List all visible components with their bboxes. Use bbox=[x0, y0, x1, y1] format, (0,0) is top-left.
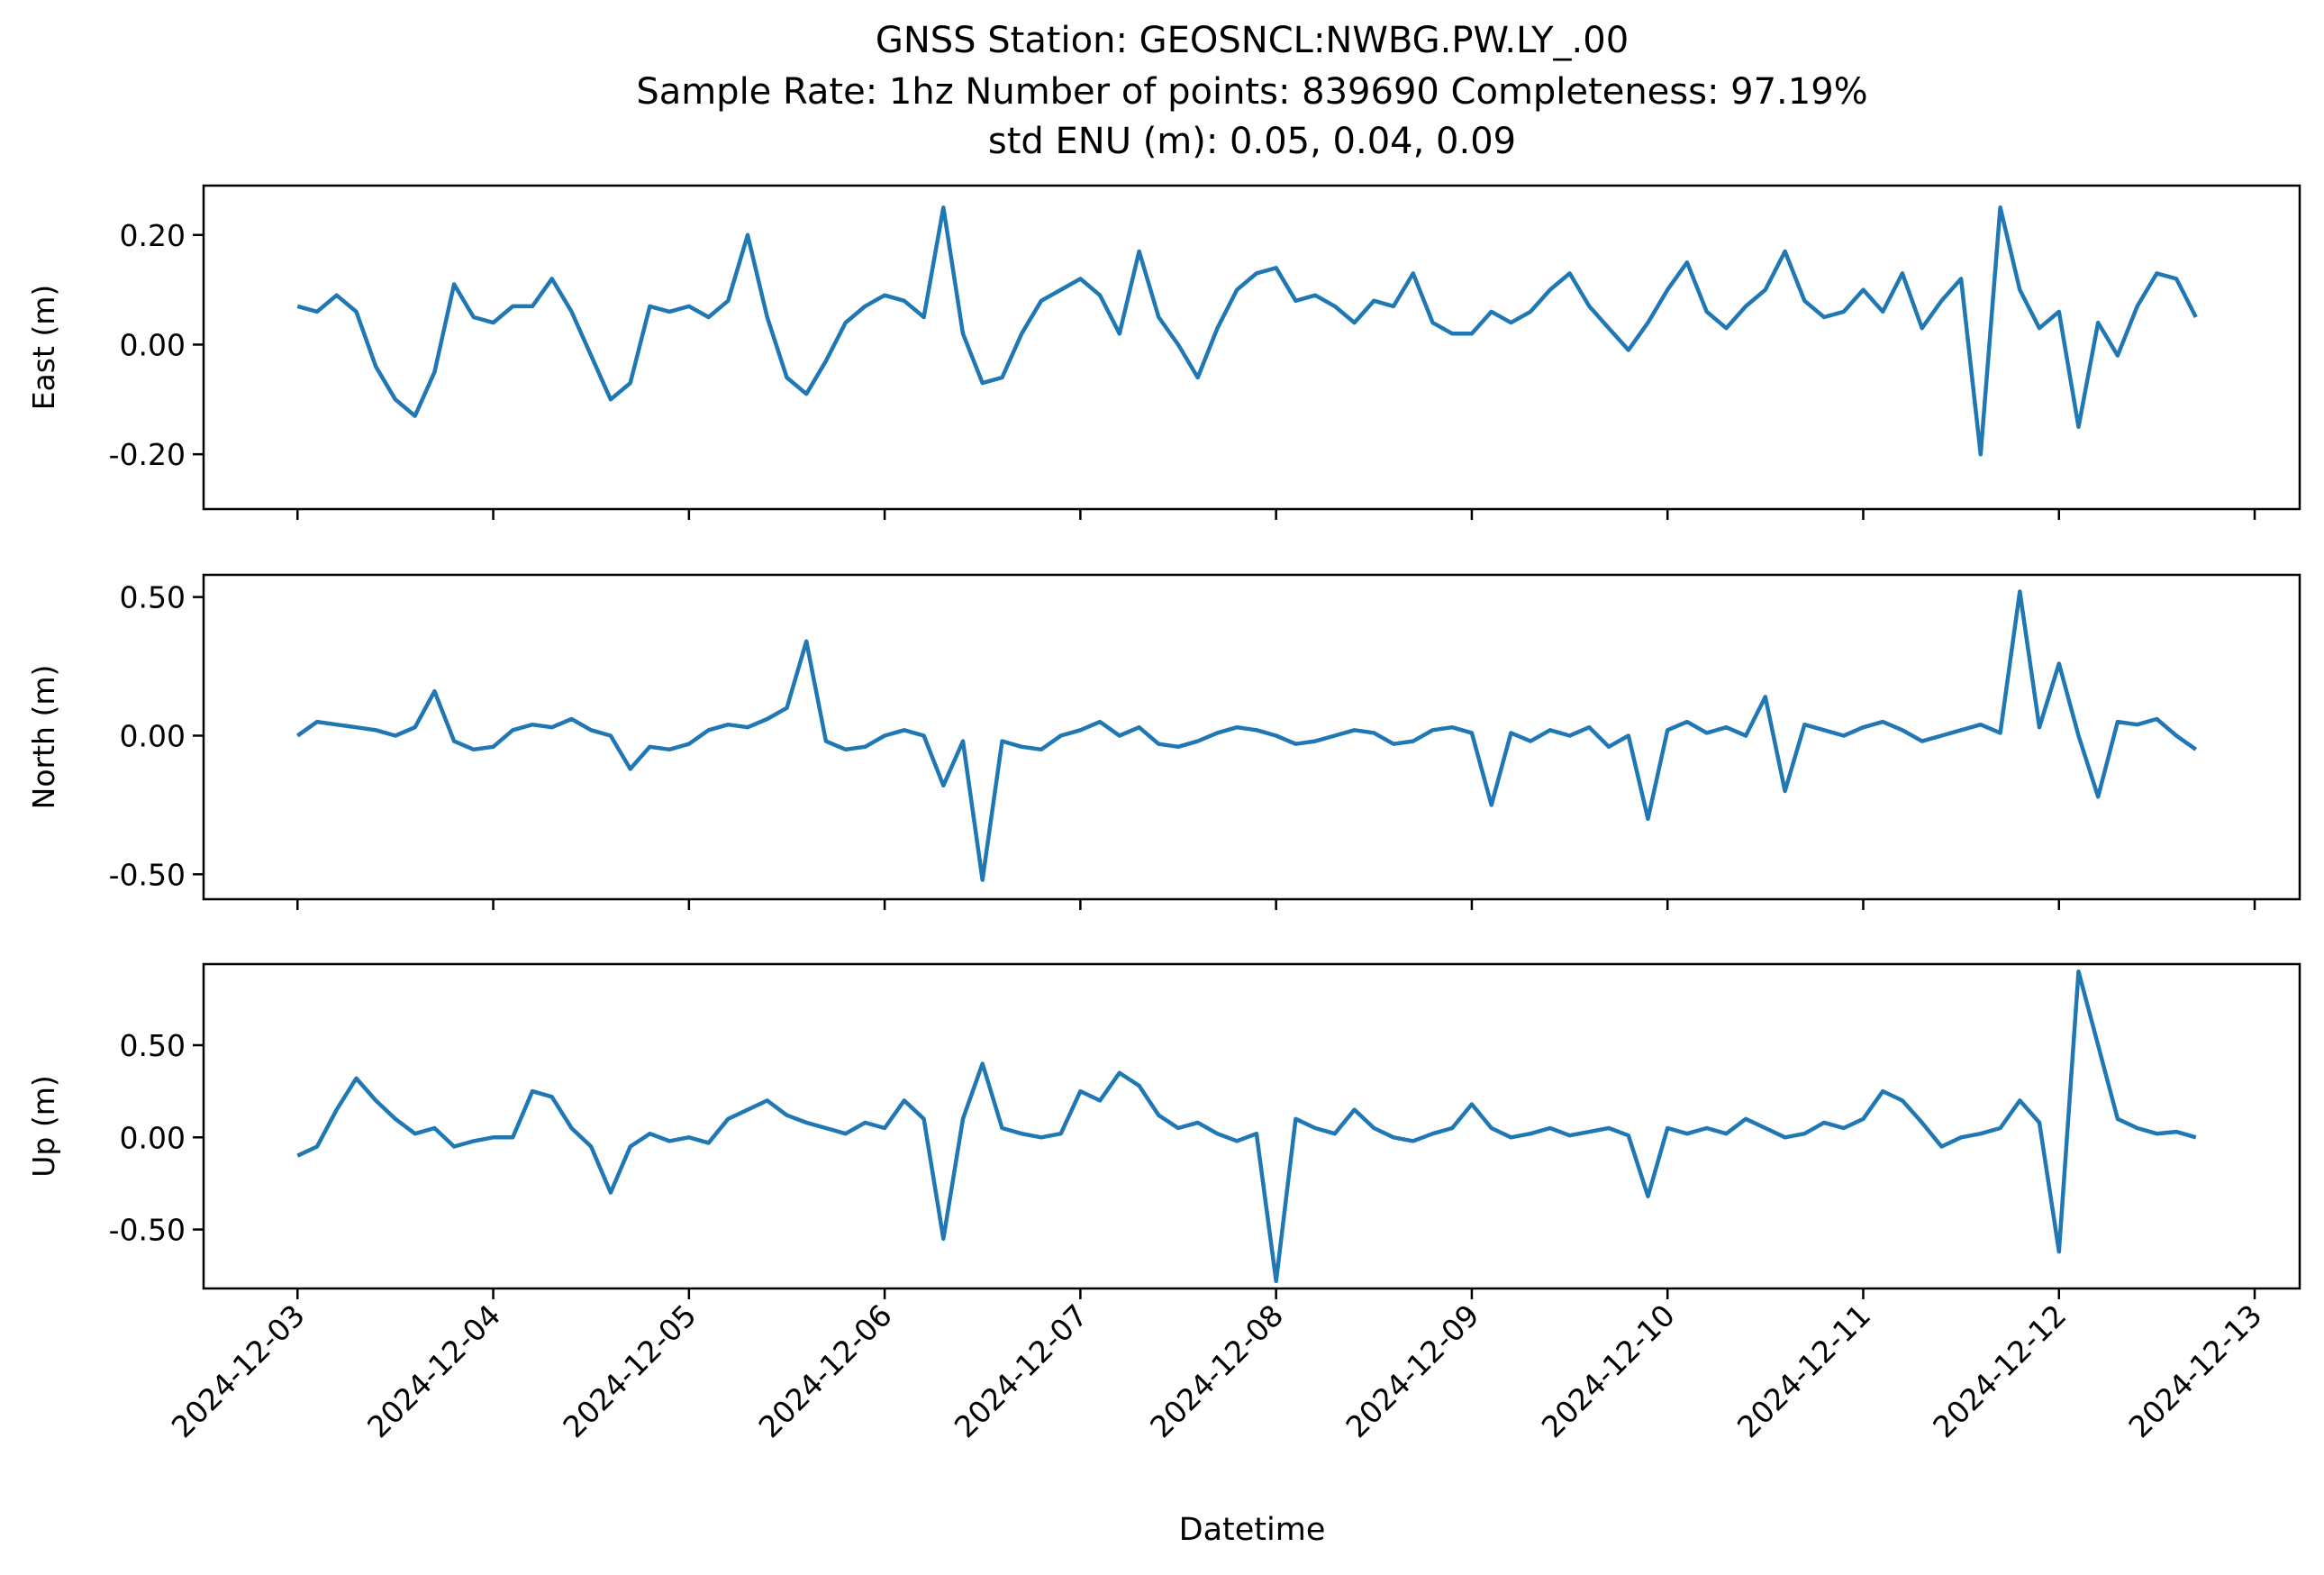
x-tick-label: 2024-12-13 bbox=[2121, 1297, 2268, 1444]
x-axis: 2024-12-03 2024-12-04 2024-12-05 2024-12-06… bbox=[165, 1297, 2269, 1444]
north-y-tick-label: -0.50 bbox=[109, 857, 186, 892]
up-y-tick-label: 0.50 bbox=[120, 1028, 186, 1063]
x-axis-label: Datetime bbox=[1179, 1512, 1326, 1548]
title-line-3: std ENU (m): 0.05, 0.04, 0.09 bbox=[988, 121, 1516, 162]
x-tick-label: 2024-12-04 bbox=[360, 1297, 507, 1444]
x-tick-label: 2024-12-08 bbox=[1143, 1297, 1290, 1444]
title-line-2: Sample Rate: 1hz Number of points: 83969… bbox=[636, 71, 1867, 113]
x-tick-label: 2024-12-09 bbox=[1339, 1297, 1485, 1444]
x-tick-label: 2024-12-05 bbox=[556, 1297, 703, 1444]
up-axes-frame bbox=[202, 962, 2301, 1290]
up-y-axis-label: Up (m) bbox=[26, 1075, 61, 1178]
up-y-tick-label: -0.50 bbox=[109, 1213, 186, 1248]
east-axes-frame bbox=[202, 184, 2301, 511]
north-series-line bbox=[295, 589, 2198, 882]
x-tick-label: 2024-12-10 bbox=[1535, 1297, 1682, 1444]
east-y-axis-label: East (m) bbox=[26, 285, 61, 411]
east-y-tick-label: 0.20 bbox=[120, 218, 186, 253]
up-series-line bbox=[296, 969, 2197, 1284]
up-panel: 0.50 0.00 -0.50 Up (m) bbox=[26, 962, 2301, 1299]
x-tick-label: 2024-12-12 bbox=[1926, 1297, 2073, 1444]
north-y-tick-label: 0.50 bbox=[120, 580, 186, 615]
east-y-tick-label: 0.00 bbox=[120, 327, 186, 362]
north-panel: 0.50 0.00 -0.50 North (m) bbox=[26, 573, 2301, 910]
title-line-1: GNSS Station: GEOSNCL:NWBG.PW.LY_.00 bbox=[876, 20, 1629, 61]
north-y-axis-label: North (m) bbox=[26, 665, 61, 810]
north-y-tick-label: 0.00 bbox=[120, 718, 186, 753]
x-tick-label: 2024-12-11 bbox=[1730, 1297, 1877, 1444]
x-tick-label: 2024-12-07 bbox=[948, 1297, 1094, 1444]
x-tick-label: 2024-12-06 bbox=[752, 1297, 899, 1444]
east-y-tick-label: -0.20 bbox=[109, 437, 186, 472]
north-axes-frame bbox=[202, 573, 2301, 901]
x-tick-label: 2024-12-03 bbox=[165, 1297, 312, 1444]
east-series-line bbox=[296, 205, 2198, 457]
up-y-tick-label: 0.00 bbox=[120, 1120, 186, 1155]
figure-title: GNSS Station: GEOSNCL:NWBG.PW.LY_.00 Sam… bbox=[636, 20, 1867, 162]
east-panel: 0.20 0.00 -0.20 East (m) bbox=[26, 184, 2301, 520]
